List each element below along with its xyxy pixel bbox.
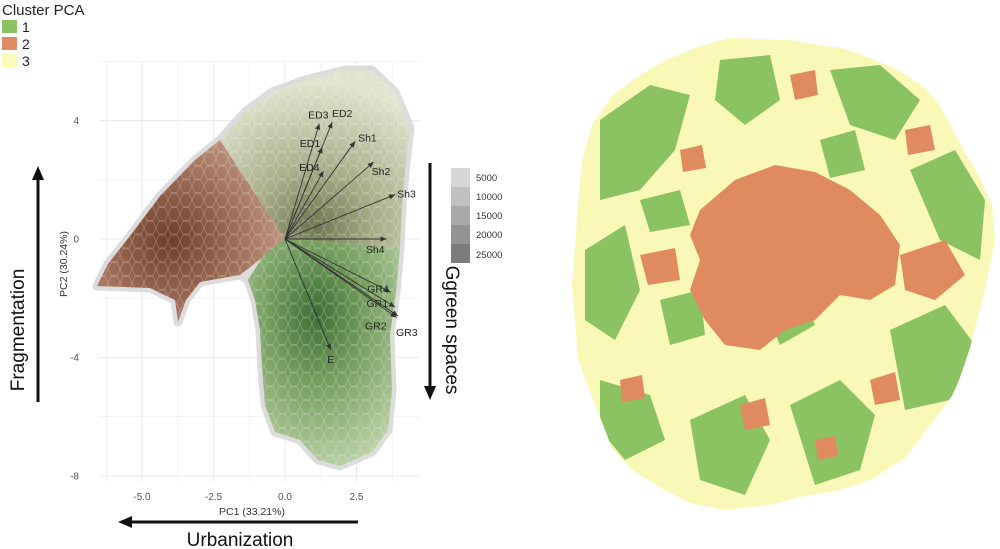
loading-vector-ed3 — [284, 123, 320, 240]
green-spaces-arrow — [424, 163, 436, 400]
y-tick-label: 0 — [73, 235, 79, 246]
map-patch-cluster-1 — [585, 225, 640, 340]
map-patch-cluster-1 — [660, 290, 705, 345]
loading-vector-e — [284, 238, 332, 351]
x-tick-label: 0.0 — [278, 492, 292, 503]
legend-label-1: 1 — [22, 19, 30, 35]
loading-label-sh4: Sh4 — [366, 244, 385, 256]
fragmentation-arrow — [32, 166, 44, 402]
count-swatch-20000 — [451, 225, 470, 244]
loading-label-sh1: Sh1 — [358, 132, 377, 144]
pca-panel: -5.0 -2.5 0.0 2.5 4 0 -4 -8 ED3 ED2 ED1 ED4 Sh1 Sh2 S… — [58, 48, 420, 518]
y-tick-label: -4 — [70, 353, 79, 364]
loading-label-sh3: Sh3 — [397, 189, 416, 201]
map-patch-cluster-2-core — [690, 165, 900, 350]
map-patch-cluster-1 — [600, 380, 665, 460]
map-patch-cluster-2 — [680, 145, 706, 172]
fragmentation-label: Fragmentation — [8, 269, 29, 392]
legend-title: Cluster PCA — [2, 2, 85, 19]
map-patch-cluster-2 — [905, 125, 935, 155]
cluster-map — [572, 38, 995, 510]
loading-vector-gr1 — [284, 238, 396, 308]
map-patch-cluster-2 — [620, 375, 645, 402]
legend-swatch-1 — [2, 20, 17, 33]
loading-vector-sh2 — [284, 161, 374, 240]
x-tick-label: 2.5 — [350, 492, 364, 503]
x-axis-title: PC1 (33.21%) — [219, 506, 285, 518]
map-patch-cluster-1 — [820, 130, 865, 178]
loading-label-e: E — [327, 354, 334, 366]
map-patch-cluster-1 — [890, 305, 975, 410]
urbanization-label: Urbanization — [187, 530, 294, 549]
loading-label-ed4: ED4 — [299, 162, 320, 174]
loading-vector-gr3 — [284, 238, 399, 317]
loading-arrowhead-gr4 — [384, 287, 391, 293]
map-patch-cluster-1 — [600, 85, 690, 200]
loading-arrowhead-ed2 — [327, 122, 333, 129]
map-patch-cluster-2 — [815, 436, 838, 460]
loading-vector-gr4 — [284, 238, 392, 293]
loading-arrowhead-gr3 — [391, 310, 398, 316]
loading-arrowhead-sh4 — [380, 236, 387, 242]
loading-label-ed2: ED2 — [332, 108, 353, 120]
map-patches — [585, 55, 985, 495]
axis-ticks: -5.0 -2.5 0.0 2.5 4 0 -4 -8 — [70, 116, 364, 503]
loading-label-ed1: ED1 — [300, 138, 321, 150]
green-spaces-label: Ggreen spaces — [441, 266, 462, 395]
loading-arrowhead-sh2 — [367, 162, 374, 168]
map-patch-cluster-1 — [715, 55, 780, 125]
y-tick-label: 4 — [73, 116, 79, 127]
y-tick-label: -8 — [70, 471, 79, 482]
count-label-5000: 5000 — [476, 173, 497, 184]
legend-label-3: 3 — [22, 53, 30, 69]
loading-label-gr3: GR3 — [396, 327, 418, 339]
map-patch-cluster-1 — [790, 380, 875, 485]
loading-vector-ed1 — [284, 147, 323, 240]
legend-swatch-3 — [2, 54, 17, 67]
map-patch-cluster-2 — [900, 240, 965, 300]
loading-vector-sh3 — [284, 194, 396, 240]
y-axis-title: PC2 (30.24%) — [58, 231, 70, 297]
legend-swatch-2 — [2, 37, 17, 50]
loading-label-ed3: ED3 — [308, 110, 329, 122]
hexbin-density — [92, 65, 415, 471]
count-swatch-10000 — [451, 187, 470, 206]
x-tick-label: -5.0 — [133, 492, 151, 503]
map-patch-cluster-1 — [640, 190, 690, 232]
count-legend: 5000 10000 15000 20000 25000 — [451, 168, 502, 263]
loading-arrowhead-e — [326, 343, 331, 350]
map-patch-cluster-1 — [830, 65, 920, 140]
map-patch-cluster-2 — [790, 70, 818, 100]
count-label-15000: 15000 — [476, 211, 502, 222]
legend-label-2: 2 — [22, 36, 30, 52]
map-patch-cluster-2 — [640, 248, 680, 285]
count-label-20000: 20000 — [476, 230, 502, 241]
loading-vector-ed4 — [284, 170, 325, 240]
count-label-10000: 10000 — [476, 192, 502, 203]
map-patch-cluster-2 — [870, 372, 900, 405]
loading-arrowhead-ed4 — [318, 170, 324, 178]
x-tick-label: -2.5 — [205, 492, 223, 503]
count-label-25000: 25000 — [476, 250, 502, 261]
loading-label-gr4: GR4 — [367, 283, 389, 295]
count-swatch-25000 — [451, 244, 470, 263]
loading-arrowhead-sh1 — [349, 141, 356, 148]
loading-vectors: ED3ED2ED1ED4Sh1Sh2Sh3Sh4GR4GR1GR2GR3E — [284, 108, 418, 366]
map-patch-cluster-2 — [740, 398, 770, 430]
loading-arrowhead-ed1 — [317, 147, 323, 154]
loading-vector-sh1 — [284, 141, 356, 240]
loading-label-sh2: Sh2 — [372, 166, 391, 178]
count-swatch-5000 — [451, 168, 470, 187]
loading-arrowhead-gr1 — [388, 301, 396, 308]
loading-arrowhead-ed3 — [315, 123, 321, 131]
map-patch-cluster-1 — [910, 150, 985, 260]
urbanization-arrow — [118, 516, 358, 528]
loading-label-gr2: GR2 — [365, 320, 387, 332]
cluster-legend: Cluster PCA 1 2 3 — [2, 2, 85, 69]
count-swatch-15000 — [451, 206, 470, 225]
loading-arrowhead-sh3 — [388, 194, 396, 200]
